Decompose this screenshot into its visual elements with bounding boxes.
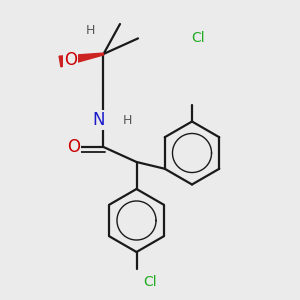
Text: N: N [93, 111, 105, 129]
Text: H: H [85, 23, 95, 37]
Text: H: H [123, 113, 132, 127]
Text: O: O [64, 51, 77, 69]
Text: Cl: Cl [191, 31, 205, 44]
Polygon shape [59, 53, 104, 67]
Text: O: O [67, 138, 80, 156]
Text: Cl: Cl [143, 275, 157, 289]
